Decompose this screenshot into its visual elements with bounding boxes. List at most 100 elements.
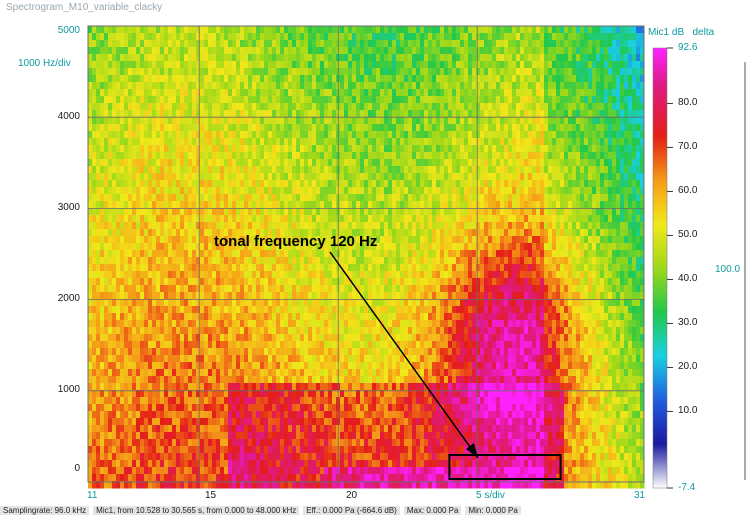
spectrogram-cell bbox=[508, 117, 513, 125]
spectrogram-cell bbox=[548, 117, 553, 125]
spectrogram-cell bbox=[344, 124, 349, 132]
spectrogram-cell bbox=[368, 152, 373, 160]
spectrogram-cell bbox=[508, 222, 513, 230]
spectrogram-cell bbox=[196, 117, 201, 125]
spectrogram-cell bbox=[164, 215, 169, 223]
spectrogram-cell bbox=[384, 250, 389, 258]
spectrogram-cell bbox=[500, 110, 505, 118]
spectrogram-cell bbox=[112, 68, 117, 76]
spectrogram-cell bbox=[308, 236, 313, 244]
spectrogram-cell bbox=[396, 124, 401, 132]
spectrogram-cell bbox=[584, 208, 589, 216]
spectrogram-cell bbox=[132, 124, 137, 132]
spectrogram-cell bbox=[184, 208, 189, 216]
spectrogram-cell bbox=[616, 110, 621, 118]
spectrogram-cell bbox=[192, 110, 197, 118]
spectrogram-cell bbox=[536, 26, 541, 34]
spectrogram-cell bbox=[104, 33, 109, 41]
spectrogram-cell bbox=[524, 208, 529, 216]
spectrogram-cell bbox=[480, 103, 485, 111]
spectrogram-cell bbox=[448, 96, 453, 104]
spectrogram-cell bbox=[628, 33, 633, 41]
spectrogram-cell bbox=[572, 131, 577, 139]
spectrogram-cell bbox=[156, 264, 161, 272]
spectrogram-cell bbox=[312, 54, 317, 62]
spectrogram-cell bbox=[540, 96, 545, 104]
spectrogram-cell bbox=[456, 117, 461, 125]
spectrogram-cell bbox=[528, 215, 533, 223]
spectrogram-cell bbox=[360, 152, 365, 160]
spectrogram-cell bbox=[244, 145, 249, 153]
spectrogram-cell bbox=[216, 131, 221, 139]
spectrogram-cell bbox=[188, 173, 193, 181]
spectrogram-cell bbox=[312, 33, 317, 41]
spectrogram-cell bbox=[192, 208, 197, 216]
spectrogram-cell bbox=[596, 124, 601, 132]
spectrogram-cell bbox=[536, 222, 541, 230]
spectrogram-cell bbox=[220, 229, 225, 237]
spectrogram-cell bbox=[296, 201, 301, 209]
spectrogram-cell bbox=[88, 110, 93, 118]
spectrogram-cell bbox=[400, 173, 405, 181]
spectrogram-cell bbox=[432, 257, 437, 265]
spectrogram-cell bbox=[256, 264, 261, 272]
spectrogram-cell bbox=[228, 47, 233, 55]
spectrogram-cell bbox=[412, 271, 417, 279]
spectrogram-cell bbox=[120, 145, 125, 153]
spectrogram-cell bbox=[568, 264, 573, 272]
spectrogram-cell bbox=[188, 264, 193, 272]
spectrogram-cell bbox=[372, 236, 377, 244]
spectrogram-cell bbox=[452, 159, 457, 167]
spectrogram-cell bbox=[228, 124, 233, 132]
spectrogram-cell bbox=[592, 173, 597, 181]
spectrogram-cell bbox=[248, 257, 253, 265]
spectrogram-cell bbox=[556, 159, 561, 167]
spectrogram-cell bbox=[140, 194, 145, 202]
spectrogram-cell bbox=[392, 257, 397, 265]
spectrogram-cell bbox=[612, 152, 617, 160]
spectrogram-cell bbox=[356, 187, 361, 195]
spectrogram-cell bbox=[272, 54, 277, 62]
spectrogram-cell bbox=[464, 75, 469, 83]
spectrogram-cell bbox=[604, 47, 609, 55]
spectrogram-cell bbox=[136, 54, 141, 62]
spectrogram-cell bbox=[220, 257, 225, 265]
spectrogram-cell bbox=[560, 229, 565, 237]
spectrogram-cell bbox=[592, 61, 597, 69]
spectrogram-cell bbox=[480, 54, 485, 62]
spectrogram-cell bbox=[344, 61, 349, 69]
spectrogram-cell bbox=[232, 68, 237, 76]
spectrogram-cell bbox=[460, 138, 465, 146]
spectrogram-cell bbox=[432, 33, 437, 41]
spectrogram-cell bbox=[632, 47, 637, 55]
spectrogram-cell bbox=[132, 47, 137, 55]
spectrogram-cell bbox=[296, 110, 301, 118]
spectrogram-cell bbox=[240, 236, 245, 244]
spectrogram-cell bbox=[344, 250, 349, 258]
spectrogram-cell bbox=[176, 236, 181, 244]
spectrogram-cell bbox=[348, 264, 353, 272]
spectrogram-cell bbox=[208, 131, 213, 139]
spectrogram-cell bbox=[236, 152, 241, 160]
spectrogram-cell bbox=[572, 47, 577, 55]
spectrogram-cell bbox=[636, 138, 641, 146]
spectrogram-cell bbox=[360, 243, 365, 251]
spectrogram-cell bbox=[132, 103, 137, 111]
spectrogram-cell bbox=[552, 152, 557, 160]
spectrogram-cell bbox=[380, 54, 385, 62]
spectrogram-cell bbox=[96, 54, 101, 62]
spectrogram-cell bbox=[220, 201, 225, 209]
spectrogram-cell bbox=[232, 180, 237, 188]
spectrogram-cell bbox=[272, 222, 277, 230]
spectrogram-cell bbox=[528, 124, 533, 132]
spectrogram-cell bbox=[532, 75, 537, 83]
spectrogram-cell bbox=[456, 236, 461, 244]
spectrogram-cell bbox=[236, 222, 241, 230]
spectrogram-cell bbox=[372, 180, 377, 188]
spectrogram-cell bbox=[592, 208, 597, 216]
spectrogram-cell bbox=[404, 229, 409, 237]
spectrogram-cell bbox=[500, 61, 505, 69]
spectrogram-cell bbox=[284, 124, 289, 132]
spectrogram-cell bbox=[592, 243, 597, 251]
spectrogram-cell bbox=[508, 110, 513, 118]
